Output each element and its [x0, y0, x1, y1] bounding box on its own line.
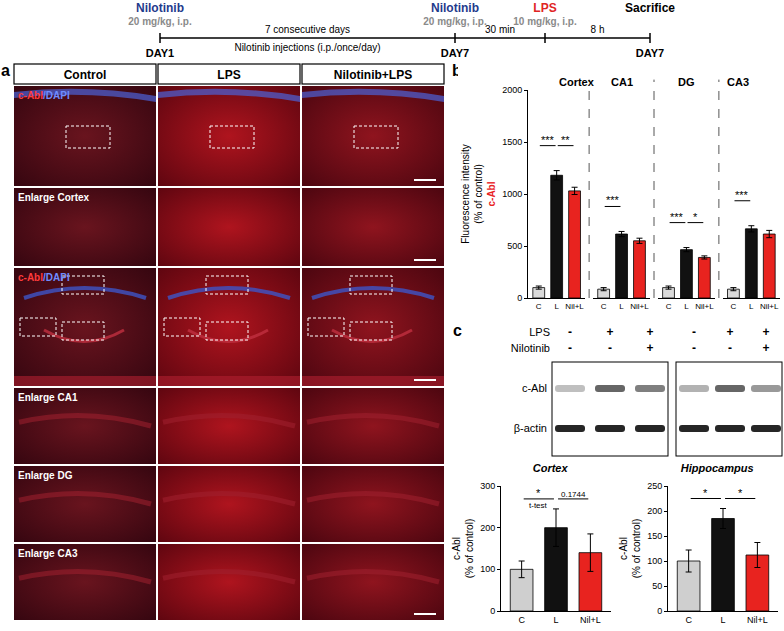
svg-text:Cortex: Cortex — [533, 462, 569, 474]
svg-text:LPS: LPS — [217, 68, 240, 82]
svg-text:Nil+L: Nil+L — [747, 615, 768, 625]
svg-text:-: - — [568, 325, 572, 339]
svg-text:c-Abl(% of control): c-Abl(% of control) — [618, 519, 642, 578]
svg-text:0: 0 — [657, 606, 662, 616]
svg-text:100: 100 — [480, 564, 495, 574]
svg-text:-: - — [608, 341, 612, 355]
svg-text:*: * — [693, 211, 698, 223]
svg-text:c-Abl(% of control): c-Abl(% of control) — [451, 519, 475, 578]
svg-text:LPS: LPS — [533, 1, 556, 15]
svg-text:200: 200 — [647, 506, 662, 516]
svg-text:L: L — [720, 615, 725, 625]
svg-text:Enlarge Cortex: Enlarge Cortex — [18, 192, 90, 203]
svg-text:***: *** — [735, 189, 749, 201]
svg-text:***: *** — [670, 211, 684, 223]
svg-text:20 mg/kg, i.p.: 20 mg/kg, i.p. — [423, 16, 487, 27]
html-text:b: b — [452, 62, 462, 79]
svg-text:c-Abl: c-Abl — [522, 382, 547, 394]
svg-text:300: 300 — [480, 481, 495, 491]
svg-text:Nil+L: Nil+L — [580, 615, 601, 625]
svg-text:C: C — [601, 302, 607, 311]
svg-text:1500: 1500 — [502, 137, 522, 147]
svg-text:Fluorescence intensity(% of co: Fluorescence intensity(% of control)c-Ab… — [460, 144, 497, 244]
svg-text:**: ** — [561, 134, 570, 146]
svg-text:+: + — [606, 325, 613, 339]
svg-text:200: 200 — [480, 523, 495, 533]
svg-text:t-test: t-test — [529, 501, 548, 510]
svg-text:50: 50 — [652, 581, 662, 591]
svg-text:L: L — [749, 302, 754, 311]
svg-text:DAY7: DAY7 — [636, 47, 664, 59]
svg-text:-: - — [728, 341, 732, 355]
svg-text:Enlarge CA1: Enlarge CA1 — [18, 392, 78, 403]
svg-text:a: a — [1, 62, 10, 79]
svg-text:*: * — [536, 487, 541, 499]
svg-text:500: 500 — [507, 241, 522, 251]
svg-text:30 min: 30 min — [485, 24, 515, 35]
svg-text:250: 250 — [647, 481, 662, 491]
svg-text:+: + — [762, 325, 769, 339]
svg-text:c: c — [453, 322, 462, 339]
svg-text:L: L — [619, 302, 624, 311]
svg-text:Nilotinib: Nilotinib — [431, 1, 479, 15]
svg-text:-: - — [568, 341, 572, 355]
svg-text:Nilotinib+LPS: Nilotinib+LPS — [334, 68, 412, 82]
svg-text:DG: DG — [678, 76, 695, 88]
svg-text:β-actin: β-actin — [514, 422, 547, 434]
svg-text:*: * — [703, 487, 708, 499]
svg-text:10 mg/kg, i.p.: 10 mg/kg, i.p. — [513, 16, 577, 27]
svg-text:***: *** — [606, 194, 620, 206]
svg-text:Nil+L: Nil+L — [565, 302, 584, 311]
svg-text:Sacrifice: Sacrifice — [625, 1, 675, 15]
svg-text:C: C — [731, 302, 737, 311]
svg-text:+: + — [762, 341, 769, 355]
svg-text:Hippocampus: Hippocampus — [681, 462, 754, 474]
svg-text:Nil+L: Nil+L — [760, 302, 779, 311]
svg-text:150: 150 — [647, 531, 662, 541]
svg-text:CA1: CA1 — [611, 76, 633, 88]
svg-text:LPS: LPS — [529, 326, 550, 338]
svg-text:C: C — [536, 302, 542, 311]
svg-text:Control: Control — [64, 68, 107, 82]
svg-text:L: L — [684, 302, 689, 311]
svg-text:Nil+L: Nil+L — [630, 302, 649, 311]
svg-text:c-Abl/DAPI: c-Abl/DAPI — [18, 272, 70, 283]
svg-text:2000: 2000 — [502, 85, 522, 95]
svg-text:-: - — [692, 325, 696, 339]
svg-text:*: * — [738, 487, 743, 499]
svg-text:1000: 1000 — [502, 189, 522, 199]
svg-text:Nil+L: Nil+L — [695, 302, 714, 311]
svg-text:Nilotinib injections (i.p./onc: Nilotinib injections (i.p./once/day) — [234, 42, 380, 53]
svg-text:0: 0 — [517, 293, 522, 303]
svg-text:8 h: 8 h — [591, 24, 605, 35]
svg-text:0: 0 — [490, 606, 495, 616]
svg-text:Enlarge DG: Enlarge DG — [18, 470, 73, 481]
svg-text:20 mg/kg, i.p.: 20 mg/kg, i.p. — [128, 16, 192, 27]
svg-text:Enlarge CA3: Enlarge CA3 — [18, 548, 78, 559]
svg-text:DAY7: DAY7 — [441, 47, 469, 59]
svg-text:C: C — [666, 302, 672, 311]
svg-text:c-Abl/DAPI: c-Abl/DAPI — [18, 90, 70, 101]
svg-text:0.1744: 0.1744 — [561, 490, 586, 499]
svg-text:7 consecutive days: 7 consecutive days — [265, 24, 350, 35]
svg-text:-: - — [692, 341, 696, 355]
svg-text:Nilotinib: Nilotinib — [136, 1, 184, 15]
svg-text:+: + — [646, 341, 653, 355]
svg-text:Nilotinib: Nilotinib — [511, 342, 550, 354]
svg-text:+: + — [646, 325, 653, 339]
svg-text:Cortex: Cortex — [559, 76, 595, 88]
svg-text:C: C — [685, 615, 692, 625]
svg-text:L: L — [554, 302, 559, 311]
svg-text:DAY1: DAY1 — [146, 47, 174, 59]
svg-text:***: *** — [541, 134, 555, 146]
svg-text:100: 100 — [647, 556, 662, 566]
svg-text:+: + — [726, 325, 733, 339]
svg-text:CA3: CA3 — [727, 76, 749, 88]
svg-text:L: L — [553, 615, 558, 625]
svg-text:C: C — [518, 615, 525, 625]
